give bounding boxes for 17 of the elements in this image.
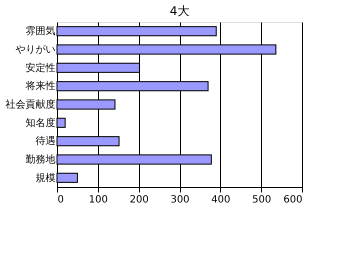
y-tick-label: 知名度	[26, 116, 56, 129]
x-tick-label: 500	[252, 194, 272, 206]
y-tick-label: 勤務地	[26, 154, 56, 166]
x-tick-label: 200	[130, 194, 149, 206]
chart-title: 4大	[170, 4, 190, 18]
x-tick-label: 100	[88, 194, 108, 206]
y-tick-label: 待遇	[36, 135, 56, 148]
x-tick-label: 400	[211, 194, 230, 206]
x-tick-label: 0	[58, 194, 64, 206]
y-tick-label: やりがい	[16, 44, 56, 56]
y-tick-label: 規模	[36, 172, 56, 184]
y-tick-label: 安定性	[26, 62, 56, 74]
y-tick-label: 将来性	[24, 80, 56, 92]
y-tick-label: 雰囲気	[26, 26, 56, 38]
y-tick-label: 社会貢献度	[6, 98, 56, 110]
x-tick-label: 600	[283, 194, 302, 206]
x-tick-label: 300	[170, 194, 190, 206]
